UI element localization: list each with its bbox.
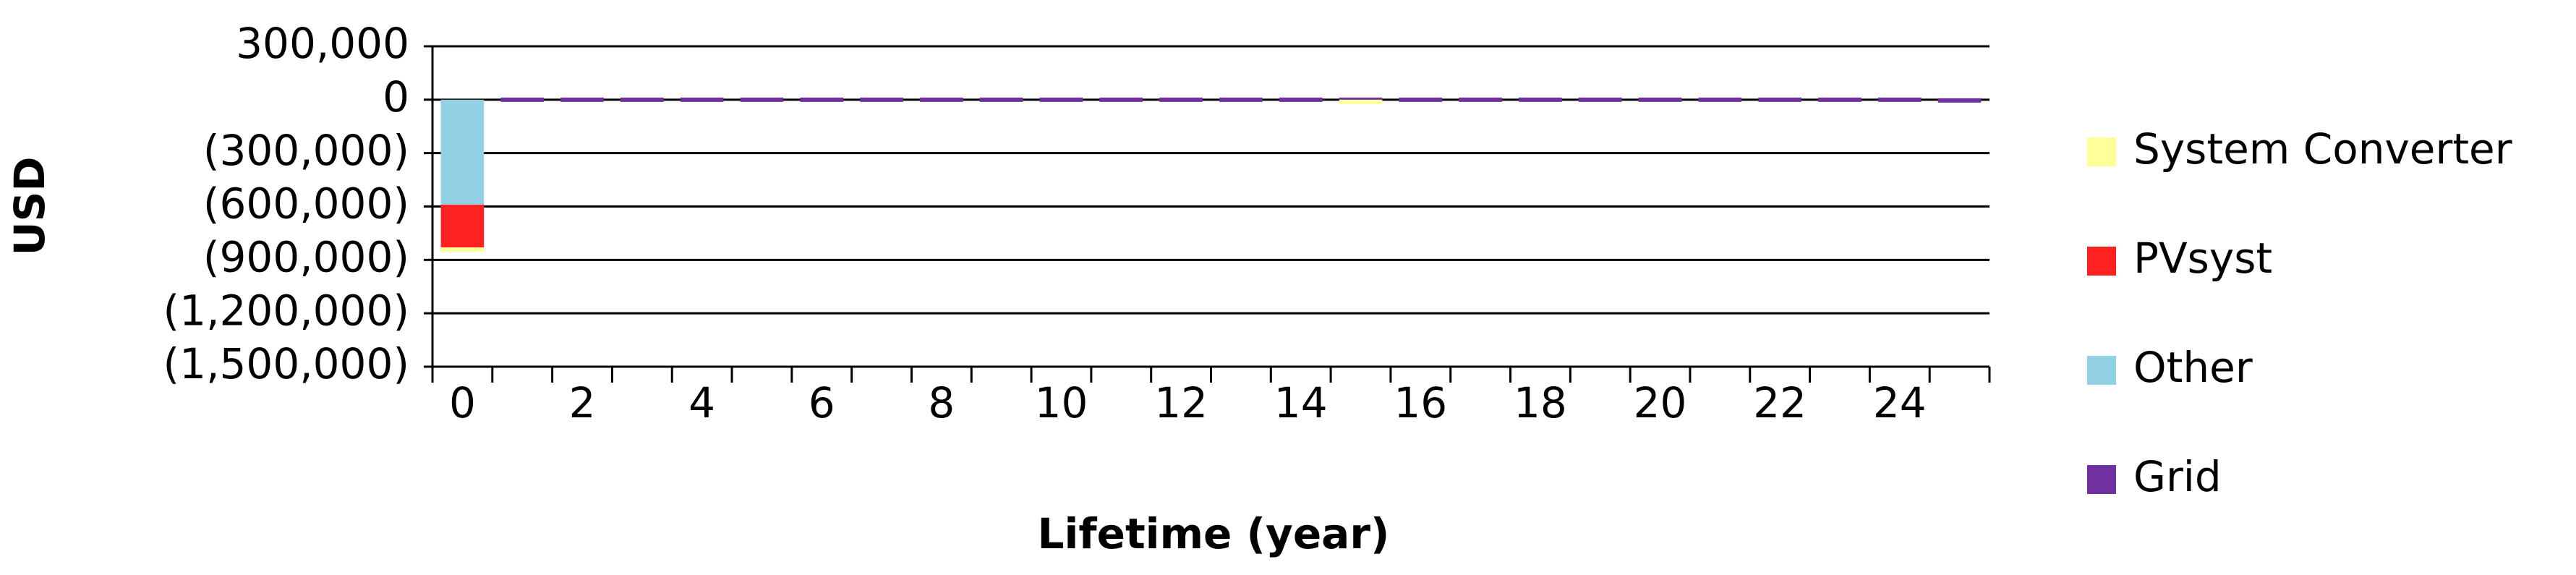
bar-segment (1399, 97, 1443, 102)
bar-segment (1519, 97, 1562, 102)
y-tick-label: (300,000) (203, 126, 409, 175)
x-tick-label: 12 (1154, 378, 1208, 427)
y-tick-label: (600,000) (203, 179, 409, 229)
y-tick-label: 0 (383, 72, 409, 122)
x-tick-label: 10 (1035, 378, 1088, 427)
bar-segment (1219, 97, 1263, 102)
x-tick-label: 18 (1514, 378, 1567, 427)
x-tick-label: 6 (809, 378, 835, 427)
y-axis-title: USD (5, 156, 54, 255)
x-tick-label: 16 (1394, 378, 1447, 427)
legend-swatch (2087, 137, 2116, 166)
bar-segment (800, 97, 844, 102)
legend-label: PVsyst (2133, 234, 2272, 283)
bar-segment (860, 97, 903, 102)
x-tick-label: 8 (928, 378, 955, 427)
bar-segment (1698, 97, 1742, 102)
bar-segment (1099, 97, 1143, 102)
bar-segment (560, 97, 604, 102)
x-tick-label: 20 (1634, 378, 1687, 427)
bar-segment (979, 97, 1023, 102)
bar-segment (1758, 97, 1801, 102)
y-tick-label: (1,200,000) (163, 286, 409, 335)
legend-label: Grid (2133, 452, 2222, 501)
legend-label: Other (2133, 343, 2253, 392)
bar-segment (920, 97, 963, 102)
bar-segment (1578, 97, 1622, 102)
legend-label: System Converter (2133, 124, 2512, 174)
bar-segment (1818, 97, 1861, 102)
bar-segment (1937, 98, 1982, 103)
bar-segment (680, 97, 724, 102)
bar-segment (1459, 97, 1502, 102)
bar-segment (440, 247, 485, 252)
bar-segment (1039, 97, 1083, 102)
legend-swatch (2087, 465, 2116, 494)
legend-swatch (2087, 247, 2116, 276)
x-tick-label: 0 (449, 378, 476, 427)
bar-segment (440, 205, 485, 248)
x-tick-label: 24 (1873, 378, 1927, 427)
x-tick-label: 22 (1753, 378, 1807, 427)
bar-segment (1339, 99, 1383, 104)
bar-segment (500, 97, 545, 102)
bar-segment (1638, 97, 1682, 102)
bar-segment (740, 97, 784, 102)
y-tick-label: (1,500,000) (163, 339, 409, 388)
y-tick-label: 300,000 (236, 19, 409, 68)
x-tick-label: 2 (569, 378, 596, 427)
x-tick-label: 4 (688, 378, 715, 427)
x-axis-title: Lifetime (year) (1038, 509, 1390, 558)
legend-swatch (2087, 356, 2116, 385)
bar-segment (440, 99, 485, 205)
bar-segment (620, 97, 664, 102)
bar-segment (1279, 97, 1323, 102)
bar-segment (1877, 97, 1922, 102)
x-tick-label: 14 (1274, 378, 1328, 427)
y-tick-label: (900,000) (203, 232, 409, 281)
bar-segment (1159, 97, 1203, 102)
